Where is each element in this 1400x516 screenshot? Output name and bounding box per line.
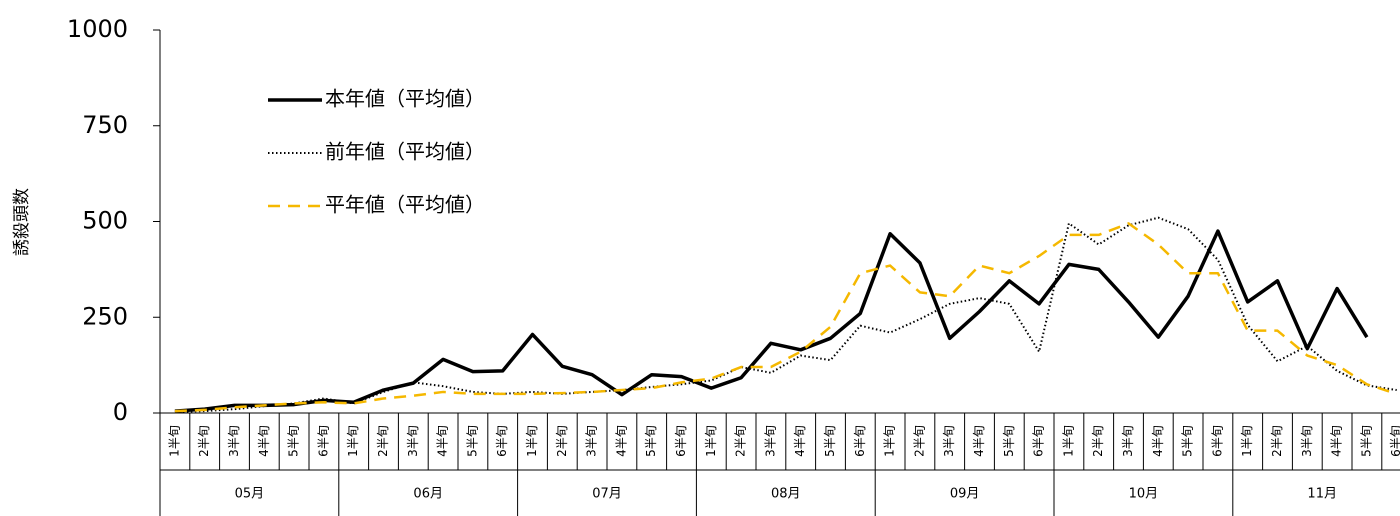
x-tick-label: 2半旬 [1091, 425, 1105, 457]
x-tick-label: 4半旬 [614, 425, 628, 457]
y-tick-label: 1000 [67, 15, 128, 43]
x-tick-label: 2半旬 [1270, 425, 1284, 457]
y-tick-label: 750 [82, 111, 128, 139]
x-tick-label: 2半旬 [734, 425, 748, 457]
y-tick-label: 0 [113, 398, 128, 426]
x-tick-label: 4半旬 [257, 425, 271, 457]
x-tick-label: 1半旬 [883, 425, 897, 457]
x-tick-label: 4半旬 [1151, 425, 1165, 457]
x-tick-label: 5半旬 [644, 425, 658, 457]
month-label: 10月 [1129, 487, 1159, 502]
x-tick-label: 1半旬 [167, 425, 181, 457]
x-tick-label: 6半旬 [853, 425, 867, 457]
x-tick-label: 6半旬 [316, 425, 330, 457]
x-tick-label: 5半旬 [1359, 425, 1373, 457]
x-tick-label: 6半旬 [495, 425, 509, 457]
month-label: 06月 [413, 487, 443, 502]
x-tick-label: 1半旬 [1061, 425, 1075, 457]
x-tick-label: 2半旬 [555, 425, 569, 457]
x-tick-label: 2半旬 [376, 425, 390, 457]
x-tick-label: 4半旬 [1330, 425, 1344, 457]
x-tick-label: 4半旬 [793, 425, 807, 457]
x-tick-label: 1半旬 [1240, 425, 1254, 457]
series-line [174, 222, 1398, 413]
x-tick-label: 3半旬 [227, 425, 241, 457]
y-tick-label: 500 [82, 207, 128, 235]
x-tick-label: 1半旬 [346, 425, 360, 457]
x-tick-label: 5半旬 [465, 425, 479, 457]
legend-label: 本年値（平均値） [325, 87, 485, 111]
month-label: 11月 [1307, 487, 1337, 502]
series-line [174, 216, 1397, 413]
x-tick-label: 4半旬 [436, 425, 450, 457]
x-tick-label: 1半旬 [704, 425, 718, 457]
legend-label: 前年値（平均値） [325, 140, 485, 164]
x-tick-label: 2半旬 [197, 425, 211, 457]
x-tick-label: 1半旬 [525, 425, 539, 457]
month-label: 07月 [592, 487, 622, 502]
x-tick-label: 6半旬 [674, 425, 688, 457]
x-tick-label: 4半旬 [972, 425, 986, 457]
x-tick-label: 6半旬 [1032, 425, 1046, 457]
month-label: 05月 [235, 487, 265, 502]
x-tick-label: 5半旬 [1002, 425, 1016, 457]
x-tick-label: 3半旬 [942, 425, 956, 457]
x-tick-label: 2半旬 [912, 425, 926, 457]
x-tick-label: 3半旬 [1121, 425, 1135, 457]
y-tick-label: 250 [82, 302, 128, 330]
x-tick-label: 3半旬 [1300, 425, 1314, 457]
month-label: 09月 [950, 487, 980, 502]
y-axis-label: 誘殺頭数 [12, 188, 32, 256]
x-tick-label: 5半旬 [287, 425, 301, 457]
x-tick-label: 3半旬 [763, 425, 777, 457]
series-line [174, 229, 1369, 413]
month-label: 08月 [771, 487, 801, 502]
x-tick-label: 3半旬 [585, 425, 599, 457]
x-tick-label: 6半旬 [1210, 425, 1224, 457]
x-tick-label: 6半旬 [1389, 425, 1400, 457]
legend-label: 平年値（平均値） [325, 193, 485, 217]
x-tick-label: 5半旬 [823, 425, 837, 457]
x-tick-label: 5半旬 [1181, 425, 1195, 457]
x-tick-label: 3半旬 [406, 425, 420, 457]
